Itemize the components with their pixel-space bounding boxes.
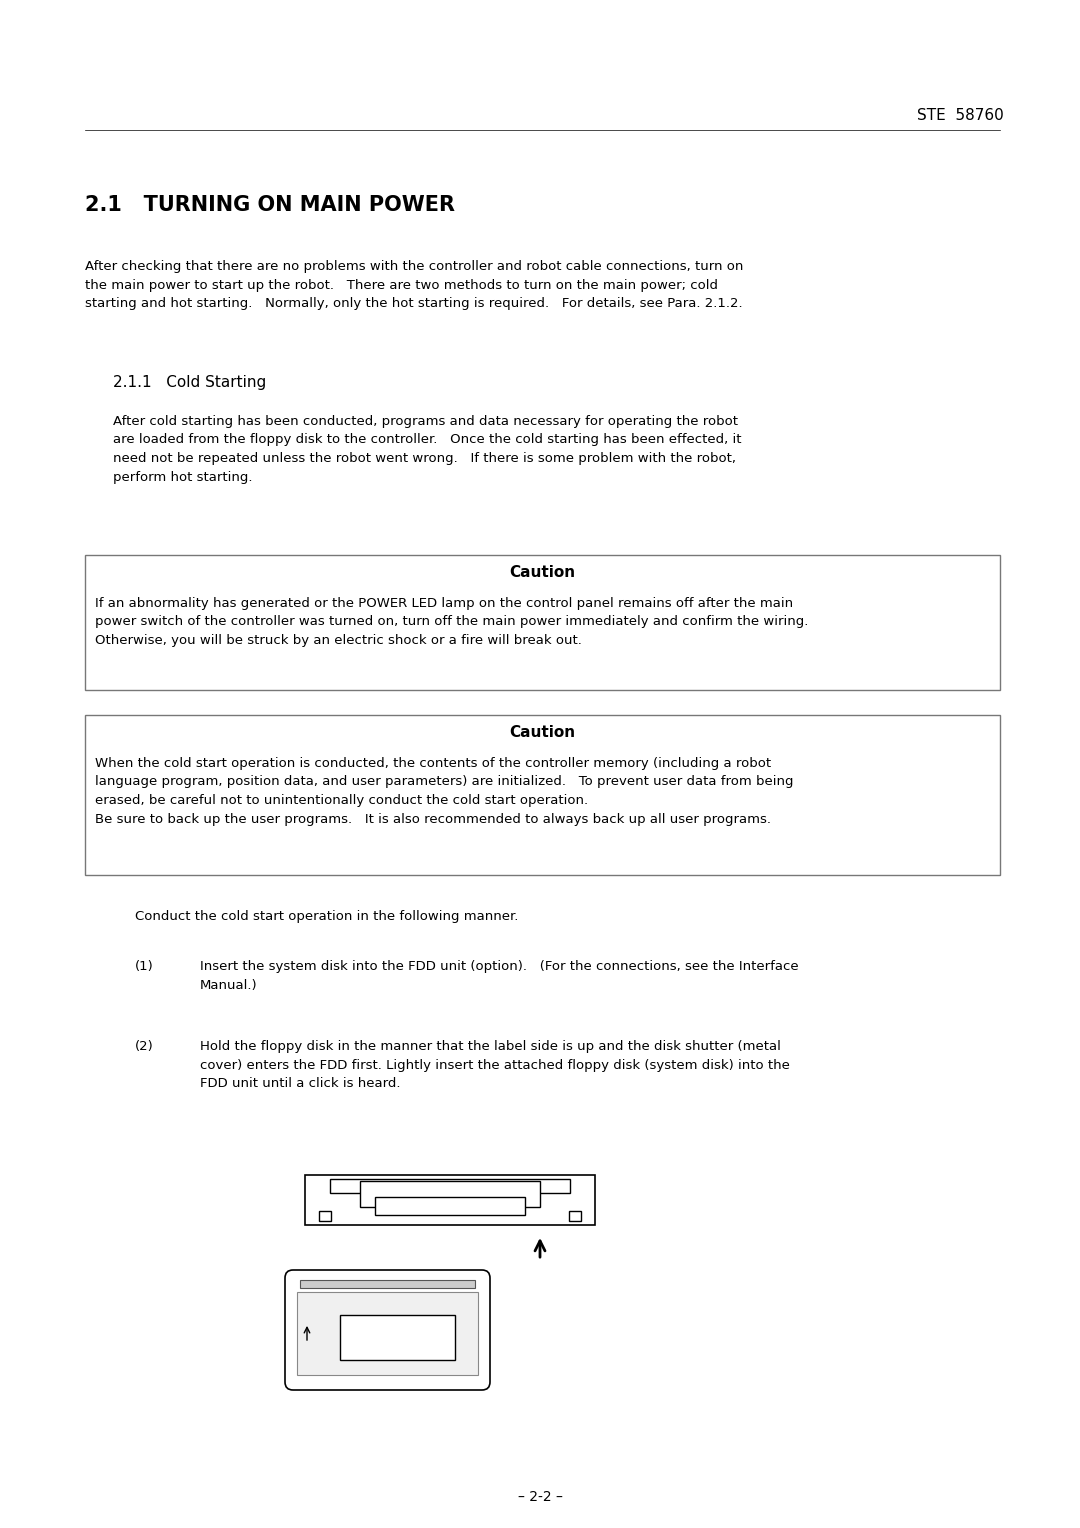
Bar	[375, 1196, 525, 1215]
Text: Conduct the cold start operation in the following manner.: Conduct the cold start operation in the …	[135, 911, 518, 923]
Text: – 2-2 –: – 2-2 –	[517, 1490, 563, 1504]
Text: (1): (1)	[135, 960, 153, 973]
Text: Insert the system disk into the FDD unit (option).   (For the connections, see t: Insert the system disk into the FDD unit…	[200, 960, 798, 992]
FancyBboxPatch shape	[285, 1270, 490, 1390]
Bar	[297, 1293, 478, 1375]
Text: 2.1.1   Cold Starting: 2.1.1 Cold Starting	[113, 374, 267, 390]
Text: After checking that there are no problems with the controller and robot cable co: After checking that there are no problem…	[85, 260, 743, 310]
Text: 2.1   TURNING ON MAIN POWER: 2.1 TURNING ON MAIN POWER	[85, 196, 455, 215]
Text: Caution: Caution	[510, 724, 576, 740]
Bar	[569, 1212, 581, 1221]
Bar	[305, 1175, 595, 1225]
Text: If an abnormality has generated or the POWER LED lamp on the control panel remai: If an abnormality has generated or the P…	[95, 597, 808, 646]
Bar	[85, 555, 1000, 691]
Text: Caution: Caution	[510, 565, 576, 581]
Text: (2): (2)	[135, 1041, 153, 1053]
Bar	[330, 1180, 570, 1193]
Text: When the cold start operation is conducted, the contents of the controller memor: When the cold start operation is conduct…	[95, 756, 794, 825]
Text: After cold starting has been conducted, programs and data necessary for operatin: After cold starting has been conducted, …	[113, 416, 742, 483]
Bar	[319, 1212, 330, 1221]
Text: Hold the floppy disk in the manner that the label side is up and the disk shutte: Hold the floppy disk in the manner that …	[200, 1041, 789, 1089]
Bar	[85, 715, 1000, 876]
Bar	[340, 1316, 455, 1360]
Text: STE  58760: STE 58760	[917, 108, 1003, 122]
Bar	[300, 1280, 475, 1288]
Bar	[360, 1181, 540, 1207]
